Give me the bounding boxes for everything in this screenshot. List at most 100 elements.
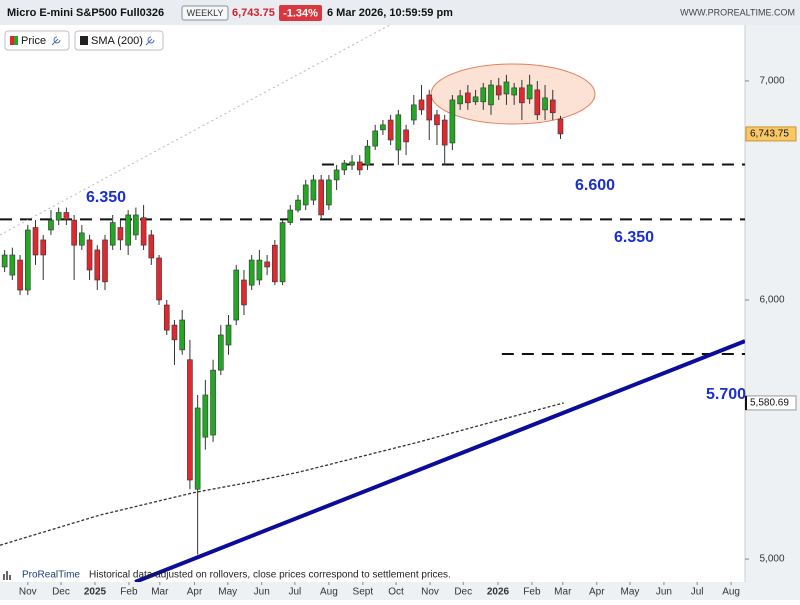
candle-body xyxy=(341,162,348,171)
candle-body xyxy=(557,118,564,135)
candle-body xyxy=(133,214,139,236)
legend-icon xyxy=(80,36,88,45)
x-tick-label: Dec xyxy=(52,587,70,598)
candle-body xyxy=(148,234,155,259)
instrument-title: Micro E-mini S&P500 Full0326 xyxy=(7,7,164,19)
candle-body xyxy=(233,269,240,321)
candle-body xyxy=(125,214,131,246)
annotation: 6.350 xyxy=(86,189,126,206)
candle-body xyxy=(63,212,70,220)
sma-line xyxy=(0,402,564,546)
annotation: 5.700 xyxy=(706,386,746,403)
x-tick-label: Jul xyxy=(691,587,704,598)
candle-body xyxy=(295,199,301,211)
x-tick-label: Mar xyxy=(151,587,169,598)
candle-body xyxy=(140,217,147,246)
header-price: 6,743.75 xyxy=(232,7,275,19)
candle-body xyxy=(449,99,456,144)
candle-body xyxy=(32,227,39,256)
candle-body xyxy=(418,99,425,111)
x-tick-label: Dec xyxy=(454,587,472,598)
candle-body xyxy=(302,184,309,206)
candle-body xyxy=(1,254,8,268)
y-tick-label: 7,000 xyxy=(759,76,784,87)
candle-body xyxy=(395,114,402,151)
legend-label[interactable]: Price xyxy=(21,35,46,47)
candle-body xyxy=(549,99,556,114)
candle-body xyxy=(488,84,494,106)
candle-body xyxy=(109,222,116,246)
trend-line xyxy=(134,339,745,582)
candle-body xyxy=(241,279,247,306)
x-tick-label: Mar xyxy=(554,587,572,598)
candle-body xyxy=(156,257,162,301)
sma-tag-marker xyxy=(745,395,747,410)
brand-icon xyxy=(3,571,11,580)
candle-body xyxy=(17,259,23,291)
header-change: -1.34% xyxy=(283,7,318,19)
candle-body xyxy=(94,249,101,281)
candle-body xyxy=(318,179,324,216)
x-tick-label: Feb xyxy=(523,587,541,598)
x-tick-label: Nov xyxy=(19,587,37,598)
period-box[interactable] xyxy=(181,5,229,21)
candle-body xyxy=(495,85,502,96)
candle-body xyxy=(210,369,216,436)
candle-body xyxy=(472,96,479,103)
header-datetime: 6 Mar 2026, 10:59:59 pm xyxy=(327,7,453,19)
candle-body xyxy=(256,259,263,281)
x-tick-label: Jun xyxy=(656,587,672,598)
candle-body xyxy=(372,130,379,147)
candle-body xyxy=(163,304,170,331)
candle-body xyxy=(542,97,548,111)
plot-layer xyxy=(0,25,745,582)
x-tick-label: Apr xyxy=(187,587,203,598)
legend-label[interactable]: SMA (200) xyxy=(91,35,143,47)
candle-body xyxy=(403,129,409,143)
candle-body xyxy=(9,254,16,276)
x-tick-label: May xyxy=(621,587,640,598)
footer-note: Historical data adjusted on rollovers, c… xyxy=(89,570,451,581)
change-badge xyxy=(279,5,322,21)
x-tick-label: Jul xyxy=(289,587,302,598)
candle-body xyxy=(380,124,386,131)
settings-icon[interactable] xyxy=(145,36,155,46)
candle-body xyxy=(465,92,471,104)
candle-body xyxy=(411,104,417,121)
sma-label: 5,580.69 xyxy=(750,398,789,409)
candle-body xyxy=(102,239,108,283)
x-tick-label: Apr xyxy=(589,587,605,598)
candle-body xyxy=(79,232,85,246)
candle-body xyxy=(217,334,224,371)
candle-body xyxy=(171,324,178,341)
annotation: 6.350 xyxy=(614,229,654,246)
candle-body xyxy=(225,324,232,346)
trend-line xyxy=(0,25,391,236)
candle-body xyxy=(202,394,209,438)
legend-icon xyxy=(10,36,14,45)
time-axis xyxy=(0,582,745,600)
legend-price[interactable] xyxy=(4,30,70,51)
y-tick-label: 6,000 xyxy=(759,295,784,306)
x-tick-label: Feb xyxy=(120,587,138,598)
x-tick-label: Aug xyxy=(320,587,338,598)
candle-body xyxy=(40,239,47,256)
candle-body xyxy=(187,359,193,481)
candle-body xyxy=(86,239,93,271)
x-tick-label: 2025 xyxy=(84,587,107,598)
x-tick-label: May xyxy=(218,587,237,598)
x-tick-label: Aug xyxy=(722,587,740,598)
legend-sma[interactable] xyxy=(74,30,164,51)
candle-body xyxy=(248,259,255,286)
candle-body xyxy=(287,209,294,223)
y-tick-label: 5,000 xyxy=(759,554,784,565)
last-price-label: 6,743.75 xyxy=(750,129,789,140)
x-tick-label: Jun xyxy=(254,587,270,598)
candle-body xyxy=(333,169,340,181)
brand: ProRealTime xyxy=(22,570,80,581)
candle-body xyxy=(534,89,541,116)
settings-icon[interactable] xyxy=(51,36,61,46)
candle-body xyxy=(264,261,270,268)
candle-body xyxy=(434,114,440,126)
period[interactable]: WEEKLY xyxy=(187,8,224,18)
